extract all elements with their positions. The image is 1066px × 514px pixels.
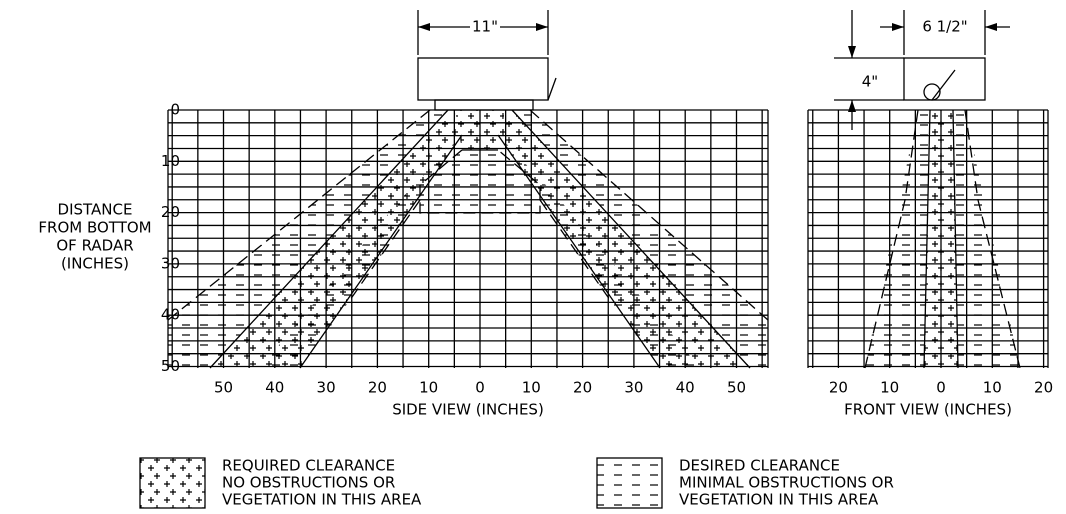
y-tick-label: 10 [161, 152, 180, 170]
x-tick-label: 0 [936, 379, 946, 397]
x-tick-label: 20 [1034, 379, 1053, 397]
x-tick-label: 10 [419, 379, 438, 397]
cable [547, 77, 557, 101]
front-beams [864, 109, 1021, 369]
y-tick-label: 20 [161, 203, 180, 221]
legend-text: DESIRED CLEARANCE [679, 457, 840, 475]
legend-text: VEGETATION IN THIS AREA [679, 491, 879, 509]
radar-front [903, 57, 986, 101]
x-tick-label: 20 [573, 379, 592, 397]
cable [931, 69, 956, 101]
dimension-label: 11" [472, 18, 498, 36]
x-tick-label: 0 [475, 379, 485, 397]
x-tick-label: 40 [265, 379, 284, 397]
x-tick-label: 30 [317, 379, 336, 397]
y-tick-label: 50 [161, 357, 180, 375]
x-tick-label: 40 [676, 379, 695, 397]
dimension-label: 4" [862, 73, 878, 91]
x-tick-label: 20 [368, 379, 387, 397]
x-tick-label: 10 [522, 379, 541, 397]
front-view-title: FRONT VIEW (INCHES) [844, 401, 1012, 419]
legend-desired-swatch [596, 457, 663, 509]
x-tick-label: 20 [829, 379, 848, 397]
legend-required-swatch [139, 457, 206, 509]
x-tick-label: 10 [880, 379, 899, 397]
legend-text: REQUIRED CLEARANCE [222, 457, 395, 475]
legend-text: MINIMAL OBSTRUCTIONS OR [679, 474, 894, 492]
x-tick-label: 50 [214, 379, 233, 397]
legend-text: VEGETATION IN THIS AREA [222, 491, 422, 509]
y-tick-label: 40 [161, 306, 180, 324]
radar-side [417, 57, 549, 101]
arrow [848, 23, 997, 112]
legend-text: NO OBSTRUCTIONS OR [222, 474, 395, 492]
x-tick-label: 10 [983, 379, 1002, 397]
y-tick-label: 0 [170, 101, 180, 119]
dimension-line [417, 10, 549, 55]
y-tick-label: 30 [161, 254, 180, 272]
y-axis-label: (INCHES) [61, 255, 129, 273]
x-tick-label: 30 [624, 379, 643, 397]
dimension-label: 6 1/2" [922, 18, 967, 36]
y-axis-label: OF RADAR [56, 237, 133, 255]
x-tick-label: 50 [727, 379, 746, 397]
y-axis-label: FROM BOTTOM [38, 219, 151, 237]
y-axis-label: DISTANCE [58, 201, 133, 219]
radar-mount [434, 99, 534, 111]
side-view-title: SIDE VIEW (INCHES) [392, 401, 544, 419]
side-beams [167, 109, 769, 369]
